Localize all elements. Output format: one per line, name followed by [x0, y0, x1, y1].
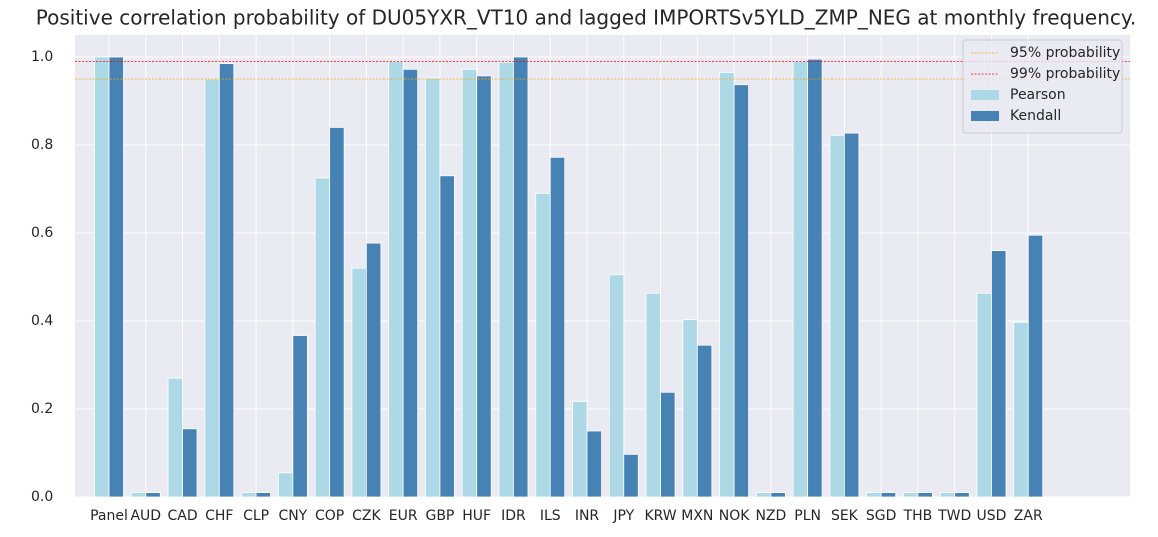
x-tick-label: AUD — [130, 508, 161, 524]
x-tick-label: COP — [315, 508, 344, 524]
x-tick-label: NOK — [719, 508, 750, 524]
bar — [461, 68, 478, 498]
bar — [549, 156, 566, 498]
bar — [733, 84, 749, 498]
x-tick-label: CHF — [205, 508, 233, 524]
bar — [513, 56, 529, 498]
bar — [954, 492, 970, 498]
bar — [866, 492, 882, 498]
x-tick-label: KRW — [644, 508, 676, 524]
bar — [277, 472, 294, 498]
bar — [586, 430, 602, 498]
bar — [476, 75, 492, 498]
bar — [94, 56, 110, 498]
x-tick-label: SEK — [831, 508, 859, 524]
legend-label: Kendall — [1010, 108, 1061, 124]
y-tick-label: 0.8 — [31, 137, 53, 153]
bar — [145, 492, 161, 498]
plot-area — [75, 35, 1130, 497]
bar — [608, 274, 625, 498]
x-tick-label: THB — [903, 508, 933, 524]
bar — [770, 492, 786, 498]
bar — [402, 68, 419, 498]
bar — [255, 492, 271, 498]
x-tick-label: TWD — [937, 508, 971, 524]
x-tick-label: EUR — [389, 508, 418, 524]
bar — [351, 267, 367, 498]
bar — [792, 61, 809, 498]
x-tick-label: CAD — [167, 508, 197, 524]
bar — [755, 492, 772, 498]
bar — [329, 127, 345, 498]
x-tick-label: INR — [575, 508, 600, 524]
legend-label: 99% probability — [1010, 66, 1120, 82]
y-tick-label: 0.2 — [31, 401, 53, 417]
bar — [645, 292, 661, 498]
bar — [682, 319, 698, 498]
bar — [292, 335, 308, 498]
bar — [241, 492, 257, 498]
bar — [991, 250, 1007, 498]
bar — [719, 72, 735, 498]
bar — [167, 377, 183, 498]
x-tick-label: NZD — [755, 508, 786, 524]
bar — [388, 61, 404, 498]
x-tick-label: PLN — [794, 508, 821, 524]
x-tick-label: HUF — [462, 508, 491, 524]
y-tick-label: 0.4 — [31, 313, 53, 329]
bar — [498, 61, 514, 498]
x-tick-label: ILS — [540, 508, 561, 524]
legend-swatch — [971, 111, 999, 121]
bar — [439, 175, 455, 498]
bar — [623, 453, 639, 498]
bar — [425, 77, 441, 498]
x-tick-label: SGD — [866, 508, 897, 524]
x-tick-label: Panel — [90, 508, 128, 524]
bar — [844, 132, 860, 498]
bar — [535, 192, 551, 498]
x-tick-label: MXN — [681, 508, 713, 524]
bar — [314, 177, 331, 498]
bar — [807, 58, 823, 498]
bar — [204, 78, 220, 498]
bar — [903, 492, 919, 498]
bar — [696, 344, 713, 498]
x-tick-label: USD — [977, 508, 1007, 524]
bar — [108, 56, 124, 498]
legend-box — [962, 39, 1123, 134]
bar — [218, 63, 235, 498]
bar — [829, 134, 845, 498]
x-tick-label: CNY — [278, 508, 307, 524]
bar — [130, 492, 147, 498]
legend-label: 95% probability — [1010, 45, 1120, 61]
bar — [660, 391, 676, 498]
bar — [976, 292, 992, 498]
y-tick-label: 0.6 — [31, 225, 53, 241]
bar — [939, 492, 956, 498]
legend-label: Pearson — [1010, 87, 1066, 103]
x-tick-label: GBP — [425, 508, 454, 524]
x-tick-label: JPY — [612, 508, 634, 524]
chart-title: Positive correlation probability of DU05… — [36, 6, 1136, 30]
bar — [182, 428, 198, 498]
bar — [1013, 321, 1029, 498]
bar — [365, 242, 382, 498]
y-tick-label: 1.0 — [31, 49, 53, 65]
bar — [572, 401, 588, 498]
legend-swatch — [971, 90, 999, 100]
y-tick-label: 0.0 — [31, 489, 53, 505]
x-tick-label: IDR — [501, 508, 526, 524]
bar — [1027, 234, 1044, 498]
bar — [880, 492, 897, 498]
bar — [917, 492, 933, 498]
x-tick-label: CLP — [243, 508, 269, 524]
x-tick-label: ZAR — [1014, 508, 1043, 524]
x-tick-label: CZK — [352, 508, 381, 524]
